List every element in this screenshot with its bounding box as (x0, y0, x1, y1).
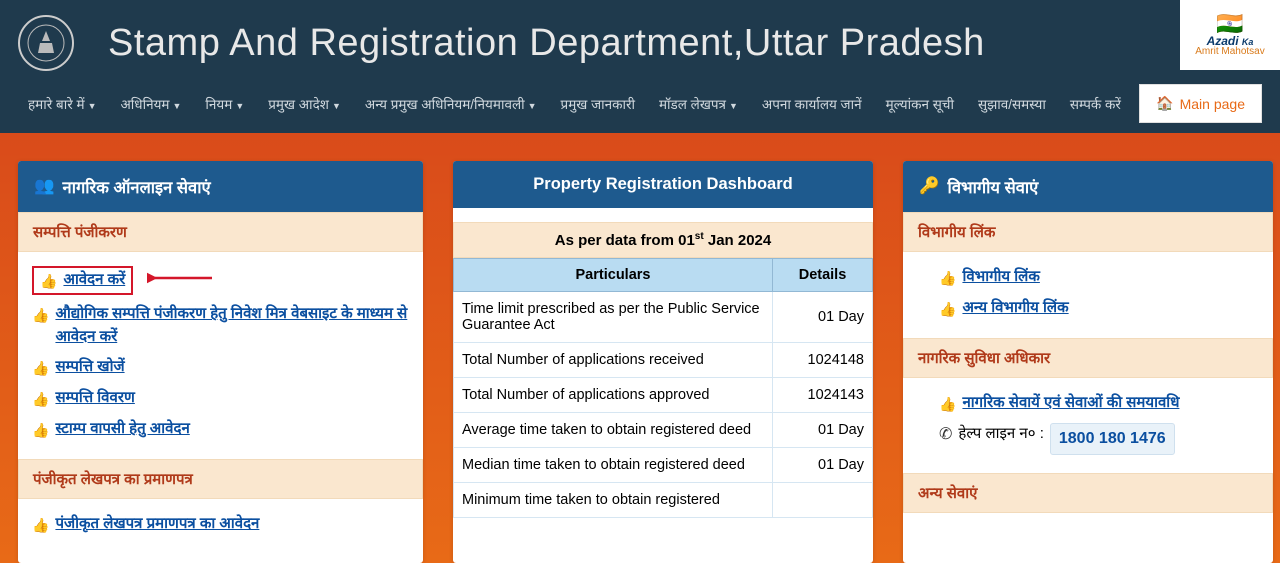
table-row: Minimum time taken to obtain registered (454, 483, 873, 518)
panel-heading: 🔑 विभागीय सेवाएं (903, 161, 1273, 212)
section-heading: पंजीकृत लेखपत्र का प्रमाणपत्र (18, 459, 423, 499)
thumbs-up-icon: 👍 (32, 358, 49, 379)
list-item: 👍 पंजीकृत लेखपत्र प्रमाणपत्र का आवेदन (32, 509, 409, 540)
thumbs-up-icon: 👍 (32, 389, 49, 410)
main-page-button[interactable]: 🏠 Main page (1139, 84, 1262, 123)
col-header: Details (773, 259, 873, 292)
thumbs-up-icon: 👍 (32, 305, 49, 326)
cell-details: 01 Day (773, 413, 873, 448)
thumbs-up-icon: 👍 (939, 268, 956, 289)
link-list: 👍 नागरिक सेवायें एवं सेवाओं की समयावधि ✆… (903, 378, 1273, 473)
nav-link[interactable]: सम्पत्ति खोजें (55, 356, 124, 379)
nav-item[interactable]: प्रमुख आदेश▼ (258, 89, 351, 119)
cell-details (773, 483, 873, 518)
cell-particulars: Average time taken to obtain registered … (454, 413, 773, 448)
key-icon: 🔑 (919, 177, 940, 196)
nav-item[interactable]: नियम▼ (195, 89, 254, 119)
state-emblem (18, 15, 74, 71)
caret-down-icon: ▼ (528, 101, 537, 111)
nav-link[interactable]: सम्पत्ति विवरण (55, 387, 134, 410)
dashboard-caption: As per data from 01st Jan 2024 (453, 222, 873, 258)
list-item: 👍 स्टाम्प वापसी हेतु आवेदन (32, 414, 409, 445)
cell-details: 01 Day (773, 292, 873, 343)
citizen-services-panel: 👥 नागरिक ऑनलाइन सेवाएं सम्पत्ति पंजीकरण … (18, 161, 423, 563)
home-icon: 🏠 (1156, 95, 1173, 112)
nav-item[interactable]: अन्य प्रमुख अधिनियम/नियमावली▼ (355, 89, 547, 119)
nav-link[interactable]: स्टाम्प वापसी हेतु आवेदन (55, 418, 189, 441)
list-item: 👍 नागरिक सेवायें एवं सेवाओं की समयावधि (917, 388, 1259, 419)
thumbs-up-icon: 👍 (40, 271, 57, 292)
nav-item[interactable]: हमारे बारे में▼ (18, 89, 106, 119)
apply-link[interactable]: आवेदन करें (63, 269, 125, 292)
link-list: 👍 विभागीय लिंक 👍 अन्य विभागीय लिंक (903, 252, 1273, 338)
list-item: 👍 सम्पत्ति खोजें (32, 352, 409, 383)
nav-link[interactable]: अन्य विभागीय लिंक (962, 297, 1068, 320)
nav-link[interactable]: विभागीय लिंक (962, 266, 1039, 289)
dashboard-panel: Property Registration Dashboard As per d… (453, 161, 873, 563)
nav-item[interactable]: सम्पर्क करें (1060, 89, 1131, 119)
thumbs-up-icon: 👍 (939, 394, 956, 415)
link-list: 👍 आवेदन करें 👍 औद्योगिक सम्पत्ति पंजीकरण… (18, 252, 423, 459)
cell-particulars: Minimum time taken to obtain registered (454, 483, 773, 518)
cell-particulars: Total Number of applications received (454, 343, 773, 378)
nav-item[interactable]: सुझाव/समस्या (968, 89, 1056, 119)
link-list: 👍 पंजीकृत लेखपत्र प्रमाणपत्र का आवेदन (18, 499, 423, 554)
col-header: Particulars (454, 259, 773, 292)
thumbs-up-icon: 👍 (32, 515, 49, 536)
nav-link[interactable]: नागरिक सेवायें एवं सेवाओं की समयावधि (962, 392, 1179, 415)
cell-particulars: Time limit prescribed as per the Public … (454, 292, 773, 343)
nav-link[interactable]: पंजीकृत लेखपत्र प्रमाणपत्र का आवेदन (55, 513, 259, 536)
thumbs-up-icon: 👍 (939, 299, 956, 320)
list-item: 👍 अन्य विभागीय लिंक (917, 293, 1259, 324)
section-heading: सम्पत्ति पंजीकरण (18, 212, 423, 252)
list-item: 👍 सम्पत्ति विवरण (32, 383, 409, 414)
phone-icon: ✆ (939, 423, 952, 447)
annotation-arrow (147, 268, 217, 288)
highlighted-link: 👍 आवेदन करें (32, 266, 133, 295)
cell-details: 01 Day (773, 448, 873, 483)
nav-item[interactable]: प्रमुख जानकारी (551, 89, 645, 119)
table-row: Total Number of applications received102… (454, 343, 873, 378)
caret-down-icon: ▼ (332, 101, 341, 111)
nav-link[interactable]: औद्योगिक सम्पत्ति पंजीकरण हेतु निवेश मित… (55, 303, 409, 348)
cell-details: 1024148 (773, 343, 873, 378)
section-heading: अन्य सेवाएं (903, 473, 1273, 513)
list-item: 👍 औद्योगिक सम्पत्ति पंजीकरण हेतु निवेश म… (32, 299, 409, 352)
main-nav: हमारे बारे में▼अधिनियम▼नियम▼प्रमुख आदेश▼… (0, 78, 1280, 133)
table-row: Average time taken to obtain registered … (454, 413, 873, 448)
panel-heading: 👥 नागरिक ऑनलाइन सेवाएं (18, 161, 423, 212)
cell-particulars: Total Number of applications approved (454, 378, 773, 413)
helpline-number[interactable]: 1800 180 1476 (1050, 423, 1175, 455)
table-row: Time limit prescribed as per the Public … (454, 292, 873, 343)
cell-details: 1024143 (773, 378, 873, 413)
caret-down-icon: ▼ (729, 101, 738, 111)
azadi-logo: 🇮🇳 Azadi Ka Amrit Mahotsav (1180, 0, 1280, 70)
nav-item[interactable]: मॉडल लेखपत्र▼ (649, 89, 748, 119)
table-row: Median time taken to obtain registered d… (454, 448, 873, 483)
table-row: Total Number of applications approved102… (454, 378, 873, 413)
nav-item[interactable]: अधिनियम▼ (110, 89, 191, 119)
list-item: 👍 आवेदन करें (32, 262, 409, 299)
caret-down-icon: ▼ (173, 101, 182, 111)
cell-particulars: Median time taken to obtain registered d… (454, 448, 773, 483)
nav-item[interactable]: अपना कार्यालय जानें (752, 89, 872, 119)
site-header: Stamp And Registration Department,Uttar … (0, 0, 1280, 78)
thumbs-up-icon: 👍 (32, 420, 49, 441)
list-item: 👍 विभागीय लिंक (917, 262, 1259, 293)
site-title: Stamp And Registration Department,Uttar … (108, 22, 985, 65)
panel-heading: Property Registration Dashboard (453, 161, 873, 208)
caret-down-icon: ▼ (235, 101, 244, 111)
caret-down-icon: ▼ (88, 101, 97, 111)
section-heading: विभागीय लिंक (903, 212, 1273, 252)
dept-services-panel: 🔑 विभागीय सेवाएं विभागीय लिंक 👍 विभागीय … (903, 161, 1273, 563)
helpline-label: हेल्प लाइन न० : (958, 423, 1043, 446)
dashboard-table: Particulars Details Time limit prescribe… (453, 258, 873, 518)
people-icon: 👥 (34, 177, 55, 196)
nav-item[interactable]: मूल्यांकन सूची (876, 89, 964, 119)
list-item: ✆ हेल्प लाइन न० : 1800 180 1476 (917, 419, 1259, 459)
section-heading: नागरिक सुविधा अधिकार (903, 338, 1273, 378)
content-area: 👥 नागरिक ऑनलाइन सेवाएं सम्पत्ति पंजीकरण … (0, 133, 1280, 563)
